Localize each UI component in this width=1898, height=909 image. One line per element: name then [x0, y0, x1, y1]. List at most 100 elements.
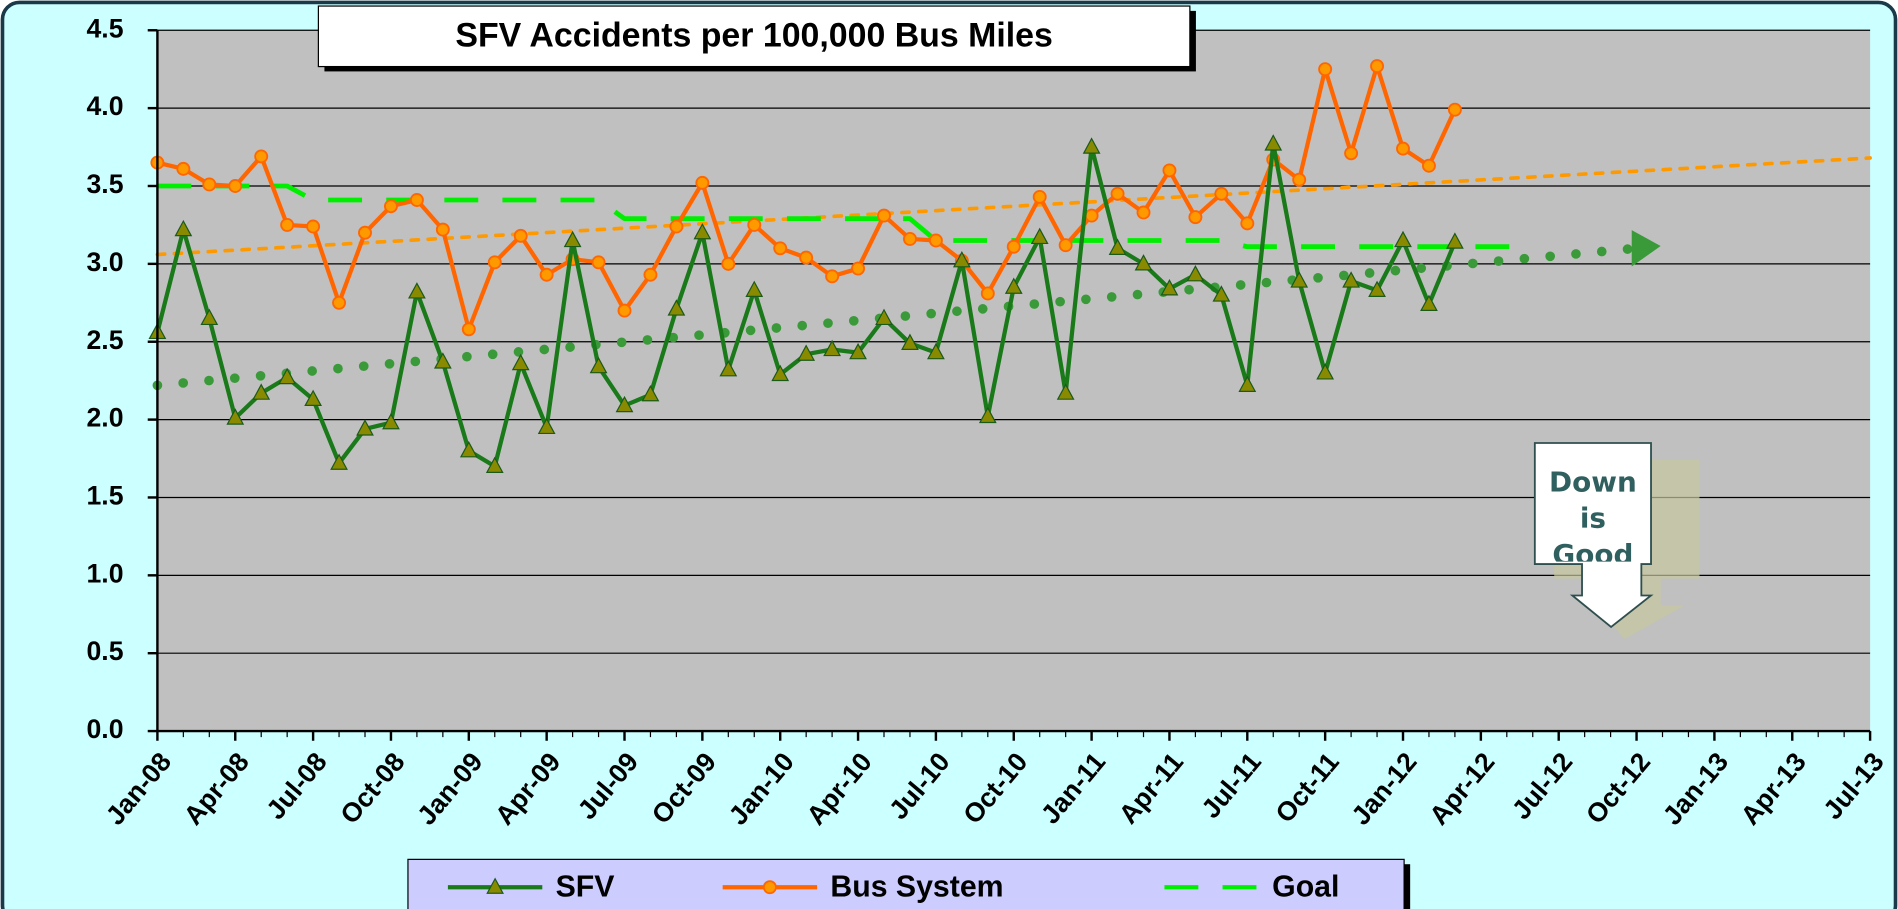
point-marker: [461, 322, 476, 337]
point-marker: [435, 222, 450, 237]
point-marker: [306, 219, 321, 234]
legend-label: Goal: [1272, 870, 1339, 903]
point-marker: [797, 344, 816, 361]
annotation-text: Down is Good: [1549, 467, 1637, 562]
point-marker: [278, 367, 297, 385]
legend-marker: [762, 880, 777, 895]
y-tick-label: 0.5: [87, 636, 124, 666]
legend-label: SFV: [556, 870, 615, 903]
point-marker: [667, 299, 686, 316]
point-marker: [1186, 265, 1205, 282]
point-marker: [228, 179, 243, 193]
point-marker: [1136, 205, 1151, 220]
point-marker: [1290, 271, 1309, 288]
point-marker: [358, 225, 372, 240]
point-marker: [952, 251, 971, 268]
point-marker: [330, 453, 348, 470]
point-marker: [356, 419, 374, 436]
point-marker: [693, 222, 712, 240]
point-marker: [1188, 210, 1203, 225]
y-tick-label: 1.5: [87, 480, 124, 510]
point-marker: [408, 282, 426, 299]
point-marker: [1134, 254, 1153, 271]
point-marker: [485, 456, 504, 473]
legend-label: Bus System: [830, 870, 1003, 903]
point-marker: [332, 295, 347, 310]
point-marker: [200, 308, 219, 326]
point-marker: [1006, 239, 1021, 254]
point-marker: [226, 408, 245, 425]
point-marker: [877, 208, 891, 223]
point-marker: [745, 280, 764, 297]
point-marker: [1004, 277, 1023, 294]
point-marker: [851, 261, 866, 276]
point-marker: [563, 230, 582, 248]
point-marker: [980, 286, 995, 301]
point-marker: [695, 175, 710, 190]
y-tick-label: 4.0: [87, 91, 124, 121]
point-marker: [773, 241, 788, 256]
point-marker: [433, 352, 452, 369]
point-marker: [1446, 232, 1464, 249]
y-tick-label: 2.5: [87, 325, 124, 355]
point-marker: [669, 219, 684, 234]
point-marker: [1396, 141, 1410, 156]
point-marker: [1264, 134, 1283, 151]
point-marker: [1162, 163, 1177, 178]
point-marker: [1344, 146, 1359, 161]
point-marker: [1214, 186, 1229, 201]
point-marker: [747, 217, 762, 232]
point-marker: [409, 193, 424, 207]
point-marker: [1421, 158, 1436, 173]
annotation: Down is Good: [1533, 442, 1700, 640]
y-tick-label: 4.5: [87, 13, 124, 43]
point-marker: [487, 255, 502, 270]
point-marker: [875, 308, 893, 326]
point-marker: [591, 255, 606, 270]
point-marker: [1368, 280, 1386, 297]
point-marker: [252, 383, 271, 400]
point-marker: [902, 231, 917, 246]
point-marker: [978, 406, 997, 424]
point-marker: [1058, 238, 1073, 253]
point-marker: [1082, 137, 1101, 154]
point-marker: [849, 342, 867, 360]
point-marker: [771, 364, 790, 382]
point-marker: [901, 333, 919, 350]
point-marker: [1420, 294, 1438, 312]
title-box: [317, 5, 1191, 68]
legend: SFV Bus System Goal: [447, 870, 1339, 903]
point-marker: [1292, 172, 1307, 187]
y-tick-label: 3.5: [87, 169, 124, 199]
series-line: [157, 183, 1533, 250]
y-tick-label: 1.0: [87, 558, 124, 588]
annotation-arrow: [1533, 442, 1654, 629]
point-marker: [1238, 375, 1257, 392]
marks: [148, 59, 1872, 473]
point-marker: [1342, 271, 1360, 288]
point-marker: [1394, 230, 1412, 248]
point-marker: [513, 228, 528, 243]
y-tick-label: 2.0: [87, 403, 124, 433]
annotation-box: Down is Good: [1549, 467, 1637, 562]
point-marker: [641, 384, 660, 402]
plot-area: [157, 30, 1871, 732]
point-marker: [1240, 216, 1255, 231]
point-marker: [382, 412, 400, 430]
point-marker: [539, 267, 554, 282]
point-marker: [1032, 189, 1047, 204]
point-marker: [280, 217, 295, 232]
point-marker: [643, 267, 658, 282]
point-marker: [1160, 279, 1179, 296]
point-marker: [1110, 186, 1125, 201]
point-marker: [304, 389, 322, 407]
trend-arrow: [1631, 230, 1661, 267]
point-marker: [254, 149, 269, 164]
point-marker: [823, 339, 841, 357]
point-marker: [799, 250, 814, 265]
point-marker: [1108, 238, 1127, 255]
point-marker: [202, 177, 217, 192]
chart-title: SFV Accidents per 100,000 Bus Miles: [455, 16, 1052, 54]
point-marker: [1030, 227, 1049, 245]
